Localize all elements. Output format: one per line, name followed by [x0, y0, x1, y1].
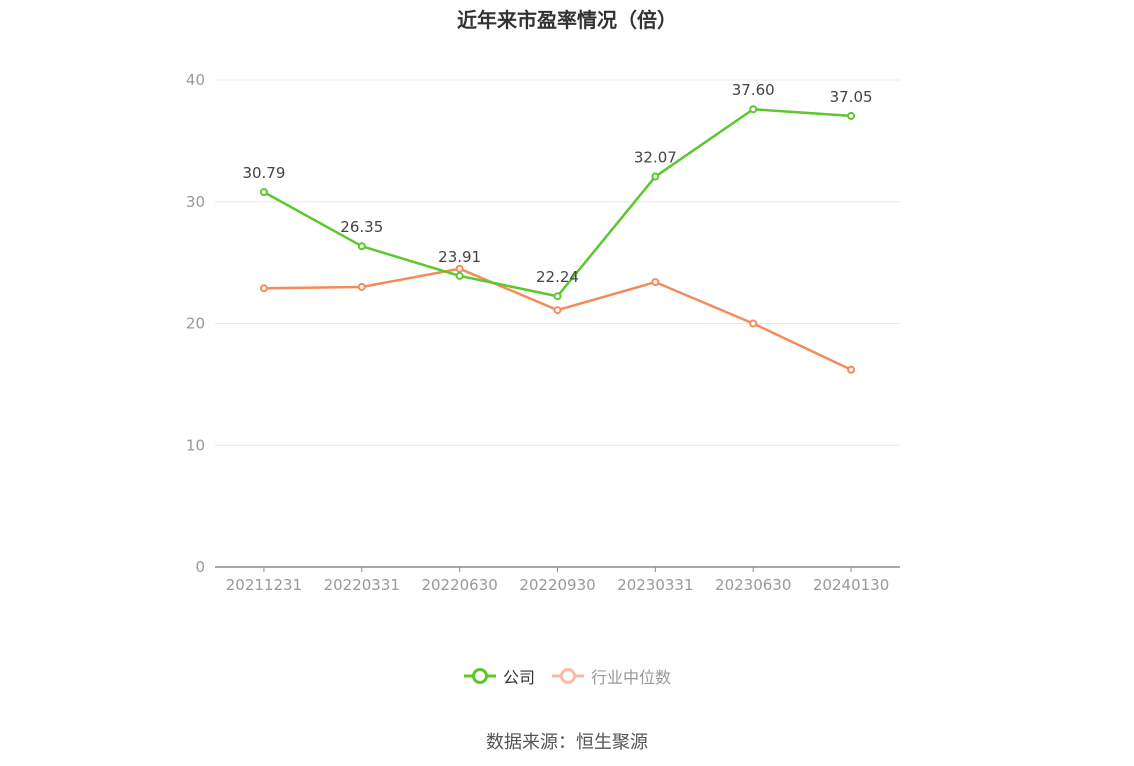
y-tick-label: 40: [186, 71, 205, 89]
x-tick-label: 20220331: [324, 576, 400, 594]
pe-ratio-line-chart: 0 10 20 30 40 20211231 20220331 20220630 2022093…: [186, 71, 900, 594]
company-data-point: [749, 105, 758, 114]
legend-label-industry: 行业中位数: [591, 668, 672, 687]
legend-company-icon: [463, 668, 496, 684]
company-data-label: 30.79: [242, 164, 285, 182]
company-data-point: [455, 271, 464, 280]
x-tick-label: 20220930: [519, 576, 595, 594]
chart-title: 近年来市盈率情况（倍）: [457, 8, 677, 32]
legend-item-company[interactable]: 公司: [463, 664, 535, 688]
company-data-label: 26.35: [340, 218, 383, 236]
chart-legend: 公司 行业中位数: [0, 664, 1134, 688]
company-data-point: [259, 188, 268, 197]
industry-data-point: [259, 284, 268, 293]
y-tick-label: 0: [195, 558, 205, 576]
legend-label-company: 公司: [502, 668, 535, 687]
company-data-point: [847, 111, 856, 120]
company-data-label: 37.60: [732, 81, 775, 99]
industry-data-point: [357, 282, 366, 291]
industry-data-point: [651, 278, 660, 287]
industry-data-point: [553, 306, 562, 315]
company-data-label: 23.91: [438, 248, 481, 266]
data-source-note: 数据来源：恒生聚源: [486, 732, 648, 753]
company-data-label: 32.07: [634, 149, 677, 167]
x-tick-label: 20230630: [715, 576, 791, 594]
x-tick-label: 20240130: [813, 576, 889, 594]
industry-data-point: [749, 319, 758, 328]
y-tick-label: 30: [186, 193, 205, 211]
legend-item-industry[interactable]: 行业中位数: [551, 664, 671, 688]
company-data-point: [651, 172, 660, 181]
y-tick-label: 10: [186, 436, 205, 454]
company-data-point: [357, 242, 366, 251]
company-data-label: 37.05: [830, 88, 873, 106]
x-tick-label: 20220630: [421, 576, 497, 594]
industry-data-point: [847, 365, 856, 374]
company-data-point: [553, 292, 562, 301]
industry-data-point: [455, 264, 464, 273]
x-tick-label: 20211231: [226, 576, 302, 594]
company-data-label: 22.24: [536, 268, 579, 286]
legend-industry-icon: [552, 668, 584, 684]
y-tick-label: 20: [186, 315, 205, 333]
x-tick-label: 20230331: [617, 576, 693, 594]
